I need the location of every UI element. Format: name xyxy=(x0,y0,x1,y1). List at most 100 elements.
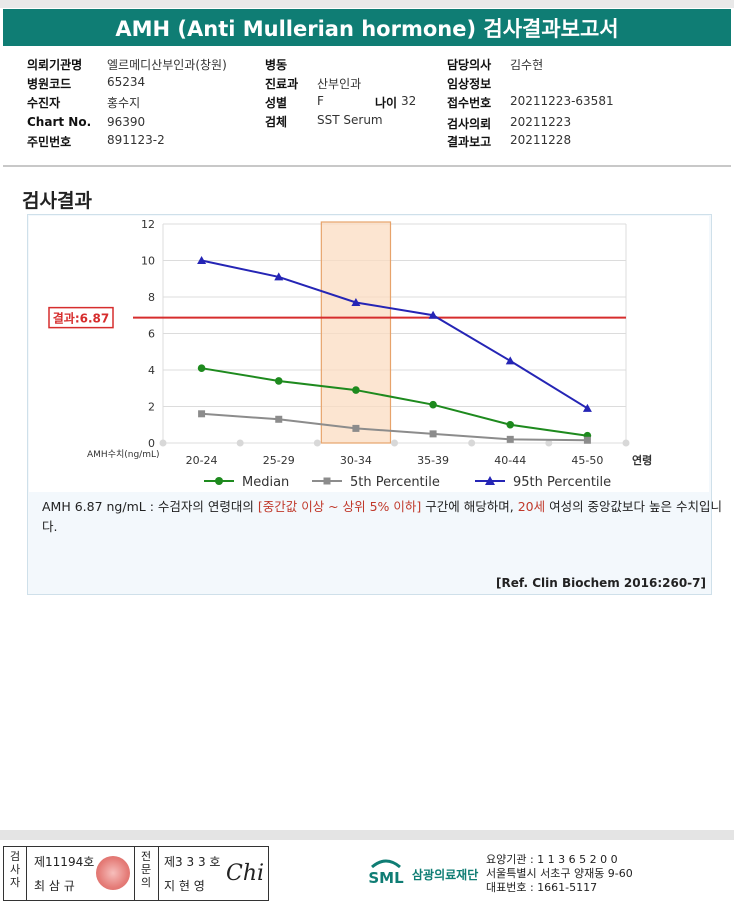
doctor-name: 지 현 영 xyxy=(164,879,205,893)
desc-highlight-age: 20세 xyxy=(517,499,546,514)
y-axis-label: AMH수치(ng/mL) xyxy=(87,448,160,460)
sml-logo-icon: SML xyxy=(368,859,404,887)
legend-marker xyxy=(485,476,495,485)
data-point xyxy=(506,420,515,429)
legend-marker xyxy=(323,477,331,485)
doctor-number: 제3 3 3 호 xyxy=(164,855,221,869)
desc-text: 구간에 해당하며, xyxy=(421,499,518,514)
y-tick-label: 6 xyxy=(148,328,155,341)
highlight-band xyxy=(320,221,392,444)
info-value: 65234 xyxy=(107,75,146,89)
axis-dot xyxy=(236,439,244,447)
data-point xyxy=(505,356,515,365)
axis-dot xyxy=(468,439,476,447)
axis-dot xyxy=(622,439,630,447)
info-value: 891123-2 xyxy=(107,133,165,147)
info-value: SST Serum xyxy=(317,113,383,127)
info-value: 김수현 xyxy=(510,58,544,72)
legend-marker xyxy=(215,477,223,485)
info-key: 결과보고 xyxy=(447,135,492,149)
data-point xyxy=(275,415,283,423)
info-key: 수진자 xyxy=(27,96,61,110)
desc-text: AMH 6.87 ng/mL : 수검자의 연령대의 xyxy=(42,499,258,514)
contact-info: 요양기관 : 1 1 3 6 5 2 0 0 서울특별시 서초구 양재동 9-6… xyxy=(486,853,633,895)
examiner-number: 제11194호 xyxy=(34,855,95,869)
info-value: 96390 xyxy=(107,115,146,129)
info-key: 검체 xyxy=(265,115,288,129)
report-header: AMH (Anti Mullerian hormone) 검사결과보고서 xyxy=(3,9,731,46)
info-key: 병동 xyxy=(265,58,288,72)
data-point xyxy=(198,410,206,418)
report-title: AMH (Anti Mullerian hormone) 검사결과보고서 xyxy=(115,16,619,41)
signature-box: 검사자 전문의 제11194호 최 삼 규 제3 3 3 호 지 현 영 Chi xyxy=(3,846,269,901)
axis-dot xyxy=(545,439,553,447)
x-axis-unit: 연령 xyxy=(632,453,652,467)
axis-dot xyxy=(391,439,398,447)
divider xyxy=(134,847,135,900)
data-point xyxy=(274,272,284,281)
desc-highlight-range: [중간값 이상 ~ 상위 5% 이하] xyxy=(257,499,422,514)
section-divider xyxy=(3,165,731,167)
amh-chart: 0 2 4 6 8 10 12 결과:6.87 20-24 25-29 30-34 35-39 40-4… xyxy=(48,218,652,490)
result-label: 결과:6.87 xyxy=(53,311,110,326)
info-value: 엘르메디산부인과(창원) xyxy=(107,58,227,72)
contact-line: 요양기관 : 1 1 3 6 5 2 0 0 xyxy=(486,853,618,866)
data-point xyxy=(197,364,206,372)
logo-text: SML xyxy=(368,869,404,887)
legend-label: Median xyxy=(242,475,289,490)
info-value: 20211223-63581 xyxy=(510,94,614,108)
info-value: F xyxy=(317,94,324,108)
doctor-label-text: 전문의 xyxy=(140,850,152,889)
divider xyxy=(26,847,27,900)
section-title: 검사결과 xyxy=(22,190,92,212)
info-key: 성별 xyxy=(265,96,288,110)
y-tick-label: 0 xyxy=(148,437,155,450)
examiner-label: 검사자 xyxy=(6,850,24,889)
info-key: 접수번호 xyxy=(447,96,492,110)
info-key: 의뢰기관명 xyxy=(27,58,83,72)
x-tick-label: 40-44 xyxy=(494,454,526,467)
y-tick-label: 8 xyxy=(148,291,155,304)
info-value: 산부인과 xyxy=(317,77,362,91)
x-tick-label: 25-29 xyxy=(263,454,295,467)
info-value: 20211223 xyxy=(510,115,572,129)
info-value: 32 xyxy=(401,94,417,108)
data-point xyxy=(351,297,361,306)
info-key: 진료과 xyxy=(265,77,299,91)
data-point xyxy=(429,430,437,438)
data-point xyxy=(429,400,437,409)
x-tick-label: 20-24 xyxy=(186,454,218,467)
org-name: 삼광의료재단 xyxy=(412,868,479,882)
x-tick-label: 45-50 xyxy=(571,454,603,467)
info-value: 20211228 xyxy=(510,133,572,147)
x-tick-label: 30-34 xyxy=(340,454,372,467)
contact-line: 대표번호 : 1661-5117 xyxy=(486,881,598,894)
result-description: AMH 6.87 ng/mL : 수검자의 연령대의 [중간값 이상 ~ 상위 … xyxy=(42,497,722,537)
examiner-name: 최 삼 규 xyxy=(34,879,75,893)
info-key: 담당의사 xyxy=(447,58,492,72)
data-point xyxy=(428,310,438,319)
legend-label: 5th Percentile xyxy=(350,475,440,490)
top-band xyxy=(0,0,734,8)
axis-dot xyxy=(159,439,167,447)
chart-panel: 0 2 4 6 8 10 12 결과:6.87 20-24 25-29 30-34 35-39 40-4… xyxy=(29,216,709,492)
series-line xyxy=(201,259,588,410)
data-point xyxy=(352,386,360,394)
seal-stamp-icon xyxy=(96,856,130,890)
signature-mark: Chi xyxy=(226,861,265,886)
y-tick-label: 2 xyxy=(148,401,155,414)
data-point xyxy=(274,377,283,385)
examiner-label-text: 검사자 xyxy=(9,850,21,889)
y-tick-label: 10 xyxy=(141,255,155,268)
info-key: 주민번호 xyxy=(27,135,72,149)
series-line xyxy=(201,367,588,437)
series-line xyxy=(201,412,588,442)
data-point xyxy=(583,436,591,444)
data-point xyxy=(197,256,207,264)
desc-text: 여성의 중앙값보다 높은 수치입니다. xyxy=(42,499,722,534)
info-key: 검사의뢰 xyxy=(447,117,492,131)
y-tick-label: 12 xyxy=(141,218,155,231)
info-value: 홍수지 xyxy=(107,96,141,110)
data-point xyxy=(582,403,592,412)
data-point xyxy=(352,424,360,432)
